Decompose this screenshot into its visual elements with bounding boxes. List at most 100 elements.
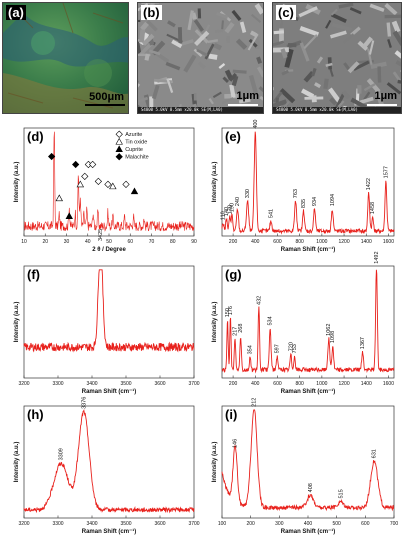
sem-flake — [248, 74, 258, 94]
panel-letter-g: (g) — [225, 267, 242, 282]
sem-flake — [256, 56, 263, 64]
sem-flake — [183, 54, 197, 73]
sem-flake — [369, 3, 385, 13]
x-tick-label: 100 — [218, 521, 227, 527]
sem-flake — [193, 48, 203, 58]
sem-flake — [167, 20, 176, 28]
sem-flake — [231, 75, 239, 87]
peak-label: 190 — [229, 203, 235, 212]
triangle-open-marker — [76, 180, 85, 188]
plot-frame — [221, 127, 395, 237]
sem-flake — [329, 97, 338, 106]
x-tick-label: 1200 — [339, 239, 350, 245]
sem-flake — [361, 36, 373, 50]
sem-flake — [144, 53, 150, 61]
y-axis-title: Intensity (a.u.) — [14, 162, 20, 203]
diamond-open-marker — [89, 160, 97, 169]
sem-flake — [197, 8, 202, 19]
scale-label-b: 1μm — [236, 90, 259, 102]
sem-flake — [216, 11, 229, 19]
sem-flake — [221, 97, 234, 105]
x-tick-label: 80 — [170, 239, 176, 245]
peak-label: 354 — [248, 345, 254, 354]
peak-label: 110 — [221, 211, 227, 220]
sem-flake — [151, 84, 160, 100]
sem-flake — [325, 19, 332, 29]
diamond-filled-marker — [115, 153, 123, 161]
peak-label: 217 — [232, 327, 238, 336]
peak-label: 835 — [301, 199, 307, 208]
peak-label: 720 — [288, 342, 294, 351]
sem-flake — [368, 40, 375, 55]
sem-flake — [355, 59, 374, 64]
legend-entry: Malachite — [125, 155, 149, 161]
sem-flake — [300, 88, 315, 99]
peak-label: 1098 — [330, 331, 336, 343]
sem-flake — [377, 66, 382, 83]
peak-label: 268 — [238, 324, 244, 333]
x-tick-label: 90 — [191, 239, 197, 245]
sem-flake — [224, 22, 235, 34]
sem-flake — [226, 36, 231, 43]
sem-flake — [316, 56, 324, 64]
sem-flake — [207, 39, 219, 44]
peak-label: 330 — [245, 189, 251, 198]
sem-flake — [299, 42, 310, 62]
y-axis-title: Intensity (a.u.) — [14, 442, 20, 483]
sem-flake — [250, 13, 262, 24]
sem-flake — [391, 20, 401, 33]
spectrum-trace-f — [23, 269, 195, 353]
x-tick-label: 200 — [229, 239, 238, 245]
x-tick-label: 1600 — [383, 239, 394, 245]
x-tick-label: 3500 — [120, 381, 131, 387]
panel-letter-b: (b) — [141, 5, 162, 20]
sem-flake — [212, 91, 222, 99]
sem-flake — [279, 88, 296, 104]
sem-flake — [221, 20, 224, 30]
sem-flake — [208, 98, 214, 105]
sem-flake — [273, 3, 279, 7]
sem-flake — [179, 39, 194, 47]
x-tick-label: 40 — [85, 239, 91, 245]
sem-flake — [338, 3, 354, 9]
sem-flake — [193, 93, 197, 101]
x-tick-label: 500 — [332, 521, 341, 527]
diamond-open-marker — [84, 160, 93, 169]
peak-label: 212 — [252, 398, 258, 407]
diamond-open-marker — [81, 172, 89, 181]
plot-frame — [221, 265, 395, 379]
sem-flake — [337, 100, 345, 108]
plot-frame — [23, 405, 195, 519]
peak-label: 763 — [293, 189, 299, 198]
sem-flake — [384, 3, 398, 16]
diamond-open-marker — [94, 177, 102, 185]
peak-label: 1094 — [330, 194, 336, 206]
scale-label-a: 500μm — [89, 91, 124, 103]
x-tick-label: 200 — [246, 521, 255, 527]
sem-flake — [387, 39, 392, 48]
sem-flake — [142, 33, 155, 46]
peak-label: 934 — [312, 197, 318, 206]
sem-flake — [375, 89, 384, 106]
sem-flake — [330, 8, 338, 16]
chart-panel-h: (h) 3200 3300 3400 3500 3600 3700 Raman Shift (… — [14, 397, 200, 535]
sem-flake — [329, 30, 347, 39]
sem-image-c-texture — [273, 3, 401, 113]
sem-flake — [325, 62, 333, 67]
diamond-filled-marker — [72, 160, 80, 169]
x-tick-label: 70 — [149, 239, 155, 245]
x-tick-label: 800 — [296, 381, 305, 387]
sem-flake — [287, 42, 297, 48]
peak-label: 408 — [308, 483, 314, 492]
sem-flake — [259, 95, 263, 104]
diamond-open-marker — [104, 180, 112, 188]
x-tick-label: 3500 — [120, 521, 131, 527]
peak-label: 515 — [338, 489, 344, 498]
peak-label: 240 — [235, 197, 241, 206]
sem-flake — [165, 61, 181, 71]
sem-flake — [342, 33, 355, 44]
sem-flake — [303, 34, 318, 50]
sem-flake — [311, 67, 317, 77]
sem-flake — [279, 18, 284, 30]
x-tick-label: 400 — [304, 521, 313, 527]
